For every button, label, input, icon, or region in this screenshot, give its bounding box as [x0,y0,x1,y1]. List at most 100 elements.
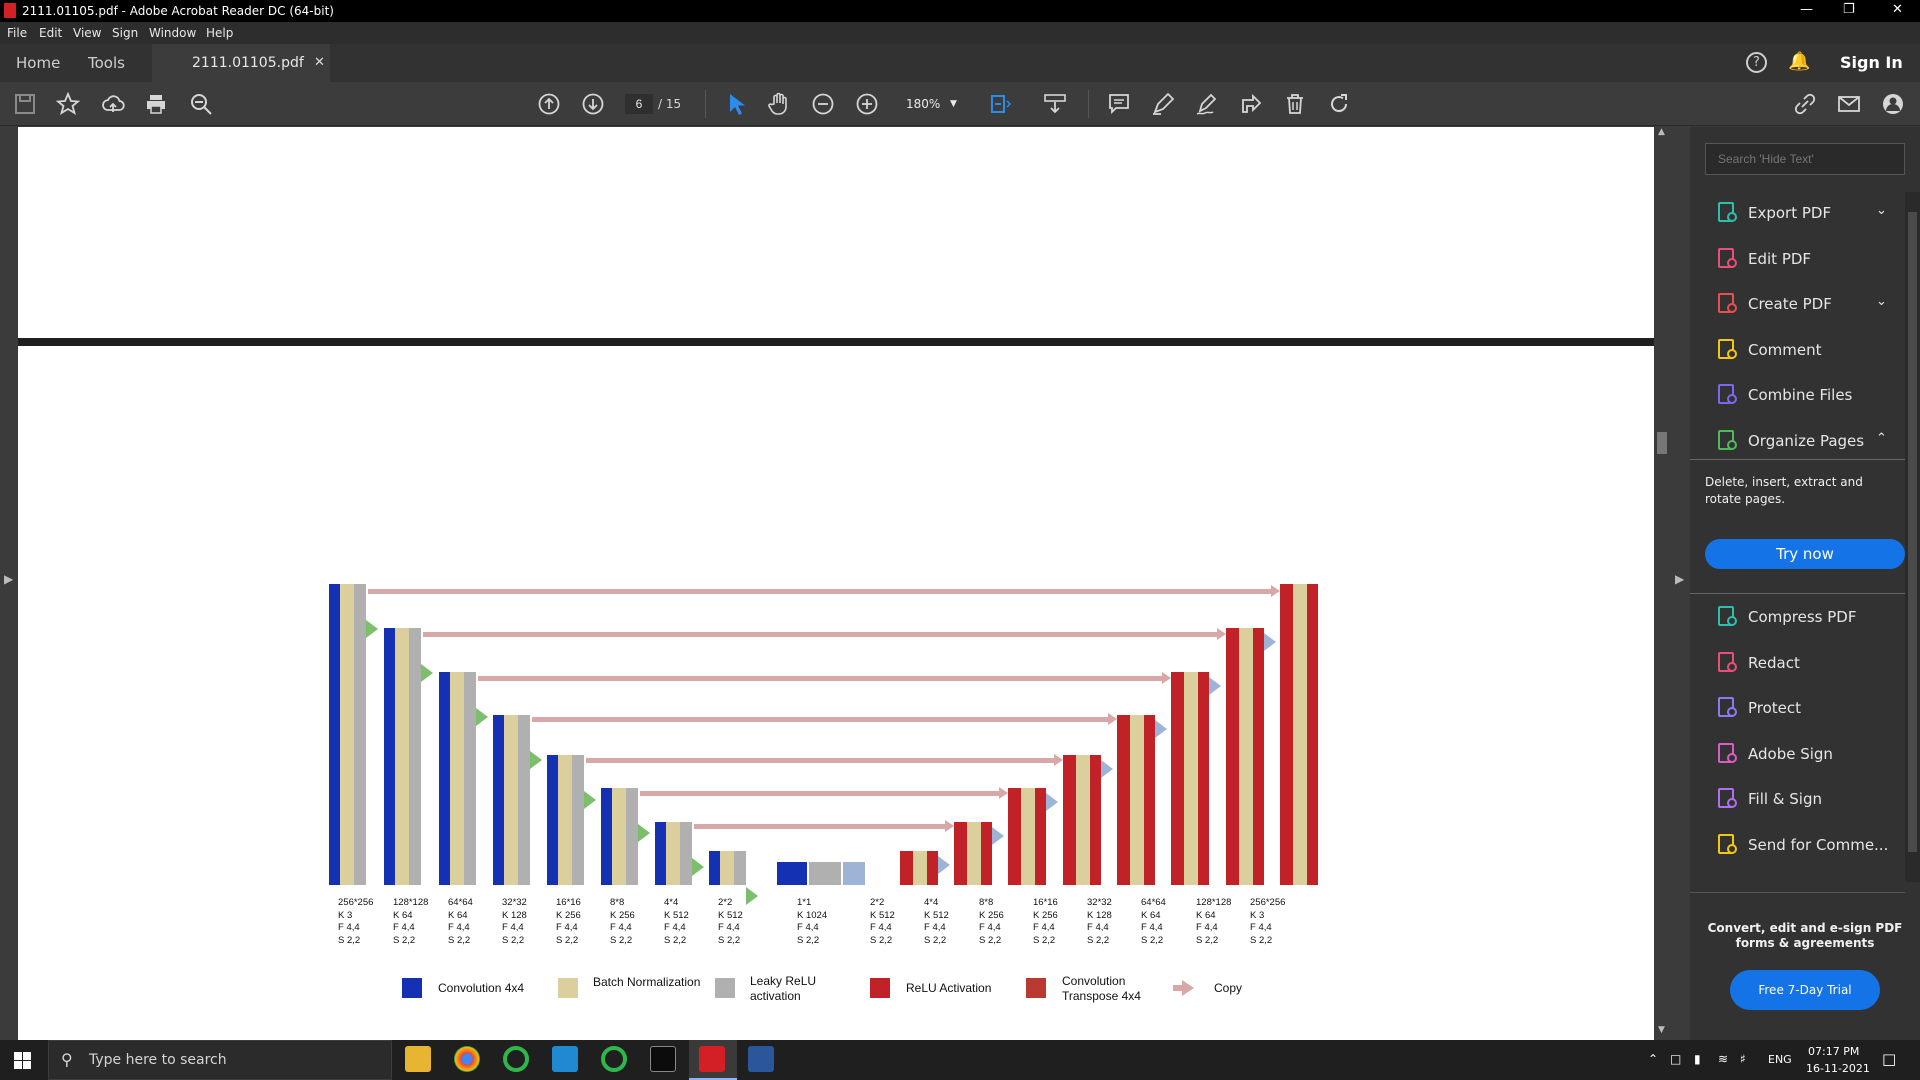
scroll-up-icon[interactable]: ▲ [1658,127,1665,137]
tool-compress-pdf[interactable]: Compress PDF [1690,597,1905,637]
tools-pane-scrollbar-thumb[interactable] [1908,212,1917,852]
chevron-down-icon[interactable]: ⌄ [1876,294,1887,309]
print-icon[interactable] [143,92,169,116]
previous-page-icon[interactable] [536,92,562,116]
sync-app-icon[interactable] [601,1046,627,1072]
terminal-icon[interactable] [650,1046,676,1072]
notification-center-icon[interactable]: □ [1882,1050,1897,1068]
tool-redact[interactable]: Redact [1690,643,1905,683]
upload-cloud-icon[interactable] [100,92,126,116]
try-now-button[interactable]: Try now [1705,539,1905,569]
encoder-batchnorm-block [395,628,409,885]
layer-spec-label: 1*1 K 1024 F 4,4 S 2,2 [797,897,827,947]
minimize-icon[interactable]: — [1800,2,1813,17]
link-share-icon[interactable] [1792,92,1818,116]
skip-copy-arrowhead [1271,585,1280,597]
tab-home[interactable]: Home [16,54,61,72]
save-icon[interactable] [12,92,38,116]
zoom-out-icon[interactable] [810,92,836,116]
sign-in-button[interactable]: Sign In [1840,53,1903,72]
file-explorer-icon[interactable] [405,1046,431,1072]
windows-start-icon[interactable] [14,1052,31,1069]
encoder-conv-block [493,715,504,885]
encoder-batchnorm-block [720,851,734,885]
close-window-icon[interactable]: ✕ [1892,2,1903,17]
zoom-level-dropdown[interactable]: 180% ▼ [898,94,960,114]
battery-icon[interactable]: ▮ [1694,1052,1701,1066]
tool-create-pdf[interactable]: Create PDF ⌄ [1690,284,1905,324]
fit-page-icon[interactable] [988,92,1014,116]
tool-send-for-comment[interactable]: Send for Comme... [1690,825,1905,865]
help-icon[interactable]: ? [1746,52,1767,73]
vscode-icon[interactable] [552,1046,578,1072]
tool-protect[interactable]: Protect [1690,688,1905,728]
skip-copy-line [423,632,1217,637]
taskbar-search-box[interactable]: ⚲ Type here to search [48,1040,392,1080]
decoder-convtranspose-block [1117,715,1130,885]
menu-window[interactable]: Window [149,26,197,40]
tool-fill-sign[interactable]: Fill & Sign [1690,779,1905,819]
layer-spec-line: S 2,2 [1250,934,1273,946]
volume-mute-icon[interactable]: ♯ [1740,1052,1746,1066]
free-trial-button[interactable]: Free 7-Day Trial [1730,970,1880,1010]
decoder-batchnorm-block [1239,628,1253,885]
menu-help[interactable]: Help [206,26,234,40]
delete-trash-icon[interactable] [1282,92,1308,116]
send-share-icon[interactable] [1238,92,1264,116]
rotate-icon[interactable] [1326,92,1352,116]
sign-pen-icon[interactable] [1194,92,1220,116]
highlight-pen-icon[interactable] [1150,92,1176,116]
restore-icon[interactable]: ❐ [1843,2,1855,17]
close-tab-icon[interactable]: ✕ [314,55,325,70]
menu-sign[interactable]: Sign [112,26,139,40]
word-icon[interactable] [748,1046,774,1072]
tab-tools[interactable]: Tools [88,54,125,72]
menu-edit[interactable]: Edit [39,26,63,40]
page-number-input[interactable] [625,94,653,114]
menu-view[interactable]: View [73,26,102,40]
email-icon[interactable] [1836,92,1862,116]
hand-tool-icon[interactable] [766,92,792,116]
scroll-down-icon[interactable]: ▼ [1658,1025,1665,1035]
chevron-up-icon[interactable]: ⌃ [1876,430,1887,446]
user-share-icon[interactable] [1880,92,1906,116]
wifi-icon[interactable]: ≋ [1718,1052,1729,1066]
chrome-browser-icon[interactable] [454,1046,480,1072]
legend-relu-swatch [870,978,890,998]
tool-comment[interactable]: Comment [1690,330,1905,370]
clock-time[interactable]: 07:17 PM [1808,1045,1860,1058]
tab-document[interactable]: 2111.01105.pdf ✕ [152,44,330,82]
left-panel-toggle-icon[interactable]: ▶ [4,572,14,586]
notification-bell-icon[interactable]: 🔔 [1788,51,1811,72]
document-scrollbar[interactable]: ▲ ▼ [1654,127,1670,1040]
scrollbar-thumb[interactable] [1657,432,1667,454]
menu-file[interactable]: File [7,26,28,40]
language-indicator[interactable]: ENG [1768,1053,1792,1066]
find-zoom-icon[interactable] [188,92,214,116]
tool-export-pdf[interactable]: Export PDF ⌄ [1690,193,1905,233]
refresh-app-icon[interactable] [503,1046,529,1072]
tool-edit-pdf[interactable]: Edit PDF [1690,239,1905,279]
select-cursor-icon[interactable] [723,92,749,116]
tool-organize-pages[interactable]: Organize Pages ⌃ [1690,421,1905,461]
bookmark-star-icon[interactable] [55,91,81,116]
layer-spec-line: 16*16 [1033,897,1058,908]
zoom-in-icon[interactable] [854,92,880,116]
tab-document-label: 2111.01105.pdf [192,55,304,71]
meet-now-icon[interactable]: □ [1670,1052,1682,1066]
scroll-mode-icon[interactable] [1042,92,1068,116]
tools-search-input[interactable] [1705,143,1905,175]
clock-date[interactable]: 16-11-2021 [1806,1062,1870,1075]
chevron-down-icon[interactable]: ⌄ [1876,203,1887,218]
tool-combine-files[interactable]: Combine Files [1690,375,1905,415]
acrobat-taskbar-icon[interactable] [699,1046,725,1072]
decoder-convtranspose-block [1280,584,1293,885]
tool-adobe-sign[interactable]: Adobe Sign [1690,734,1905,774]
tray-chevron-up-icon[interactable]: ⌃ [1648,1052,1659,1066]
right-panel-collapse-icon[interactable]: ▶ [1675,572,1685,586]
tools-pane-scrollbar[interactable] [1905,192,1920,882]
next-page-icon[interactable] [580,92,606,116]
comment-icon[interactable] [1106,92,1132,116]
encoder-conv-block [601,788,612,885]
